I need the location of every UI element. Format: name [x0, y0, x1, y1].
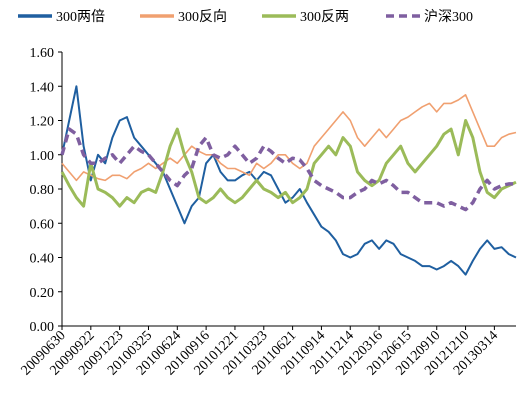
y-tick-label: 0.40 [30, 252, 55, 267]
y-tick-label: 0.60 [30, 217, 55, 232]
series-line [61, 85, 517, 276]
y-tick-label: 1.20 [30, 115, 55, 130]
legend-label: 沪深300 [424, 9, 473, 25]
series-line [61, 94, 517, 182]
legend-label: 300反向 [178, 9, 227, 25]
y-tick-label: 0.20 [30, 286, 55, 301]
series-line [60, 119, 517, 208]
y-tick-label: 0.00 [30, 320, 55, 335]
y-tick-label: 1.40 [30, 80, 55, 95]
legend-label: 300两倍 [56, 9, 105, 25]
y-tick-label: 1.00 [30, 149, 55, 164]
y-tick-label: 1.60 [30, 46, 55, 61]
series-line [60, 127, 516, 212]
y-tick-label: 0.80 [30, 183, 55, 198]
legend-label: 300反两 [300, 9, 349, 25]
